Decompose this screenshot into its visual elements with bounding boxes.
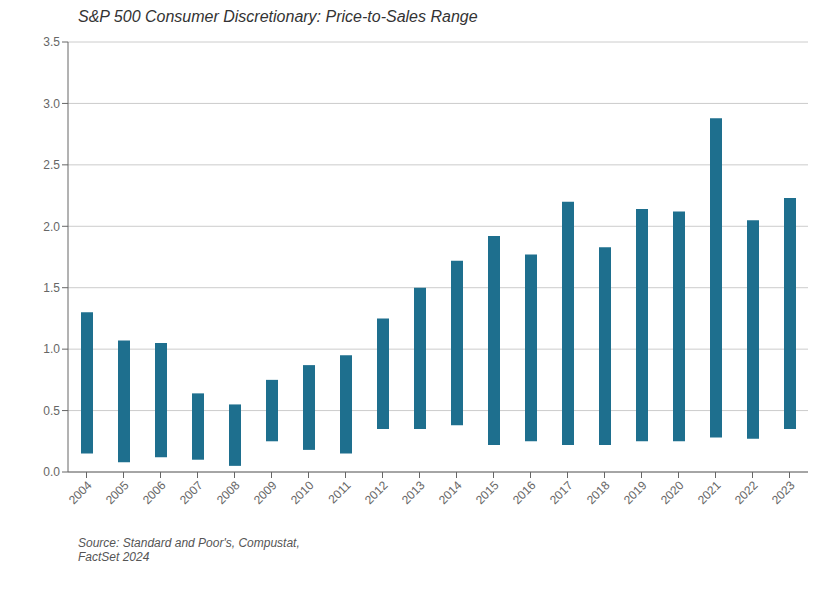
svg-text:2005: 2005 <box>103 478 132 507</box>
svg-text:2012: 2012 <box>362 478 391 507</box>
svg-text:3.0: 3.0 <box>43 97 60 111</box>
svg-text:2021: 2021 <box>695 478 724 507</box>
svg-text:3.5: 3.5 <box>43 35 60 49</box>
svg-text:1.0: 1.0 <box>43 342 60 356</box>
svg-text:2022: 2022 <box>732 478 761 507</box>
svg-text:2013: 2013 <box>399 478 428 507</box>
svg-text:2.0: 2.0 <box>43 220 60 234</box>
svg-text:2015: 2015 <box>473 478 502 507</box>
svg-text:2020: 2020 <box>658 478 687 507</box>
svg-text:2009: 2009 <box>251 478 280 507</box>
svg-text:2.5: 2.5 <box>43 158 60 172</box>
svg-text:0.5: 0.5 <box>43 404 60 418</box>
svg-text:2017: 2017 <box>547 478 576 507</box>
svg-text:2004: 2004 <box>66 478 95 507</box>
svg-text:1.5: 1.5 <box>43 281 60 295</box>
svg-text:2007: 2007 <box>177 478 206 507</box>
svg-text:2011: 2011 <box>325 478 353 506</box>
svg-text:2018: 2018 <box>584 478 613 507</box>
svg-text:2010: 2010 <box>288 478 317 507</box>
svg-text:2008: 2008 <box>214 478 243 507</box>
html-text:Source: Standard and Poor's, C: Source: Standard and Poor's, Compustat, … <box>78 536 300 564</box>
svg-text:2023: 2023 <box>769 478 798 507</box>
svg-text:2006: 2006 <box>140 478 169 507</box>
svg-text:2019: 2019 <box>621 478 650 507</box>
svg-text:2016: 2016 <box>510 478 539 507</box>
svg-text:2014: 2014 <box>436 478 465 507</box>
svg-text:0.0: 0.0 <box>43 465 60 479</box>
html-text:S&P 500 Consumer Discretionary: S&P 500 Consumer Discretionary: Price-to… <box>78 8 478 25</box>
